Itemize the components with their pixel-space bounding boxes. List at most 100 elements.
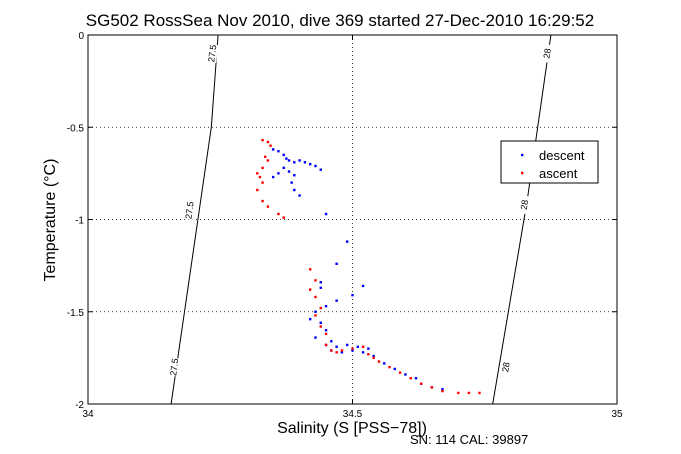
ascent-point xyxy=(324,332,328,336)
descent-point xyxy=(314,336,317,339)
ascent-point xyxy=(340,349,344,352)
descent-point xyxy=(393,367,397,371)
ascent-point xyxy=(351,347,354,350)
descent-point xyxy=(319,281,322,284)
x-axis-label: Salinity (S [PSS−78]) xyxy=(277,420,427,437)
x-tick-label: 34.5 xyxy=(343,409,363,420)
descent-point xyxy=(361,351,365,354)
ascent-point xyxy=(409,376,412,380)
ascent-point xyxy=(420,382,423,385)
ascent-point xyxy=(266,205,270,208)
ascent-point xyxy=(377,360,381,363)
contour-label-bg xyxy=(499,357,513,377)
ascent-point xyxy=(457,391,460,395)
descent-point xyxy=(293,188,296,192)
ascent-point xyxy=(269,144,272,147)
descent-point xyxy=(324,212,328,216)
descent-point xyxy=(287,159,291,162)
descent-point xyxy=(367,347,370,350)
ascent-point xyxy=(258,175,262,179)
descent-point xyxy=(293,174,296,177)
contour-label: 28 xyxy=(519,199,530,210)
ascent-point xyxy=(319,306,322,310)
ascent-point xyxy=(398,371,402,374)
y-tick-label: -2 xyxy=(75,400,84,411)
ascent-point xyxy=(308,268,312,271)
ascent-point xyxy=(282,216,285,219)
descent-point xyxy=(319,286,322,289)
descent-point xyxy=(351,293,354,297)
descent-point xyxy=(335,345,338,349)
y-tick-label: 0 xyxy=(78,31,84,42)
descent-point xyxy=(441,388,444,391)
descent-point xyxy=(383,362,386,365)
ascent-point xyxy=(266,159,270,162)
ascent-point xyxy=(277,212,280,216)
ascent-point xyxy=(388,365,391,369)
descent-point xyxy=(285,157,288,160)
legend-label-ascent: ascent xyxy=(539,166,578,181)
descent-point xyxy=(314,310,317,313)
legend-marker-ascent xyxy=(521,171,524,175)
descent-point xyxy=(303,161,307,164)
ascent-point xyxy=(367,352,370,356)
descent-point xyxy=(287,170,291,173)
y-tick-label: -0.5 xyxy=(67,123,85,134)
descent-point xyxy=(282,153,285,157)
density-contour-line xyxy=(170,34,219,405)
descent-point xyxy=(346,240,349,243)
ascent-point xyxy=(361,345,365,349)
descent-point xyxy=(324,305,328,308)
descent-point xyxy=(351,349,354,352)
ascent-point xyxy=(314,279,317,282)
ascent-point xyxy=(261,181,264,184)
y-tick-label: -1 xyxy=(75,216,84,227)
ascent-point xyxy=(330,349,333,352)
descent-point xyxy=(319,168,322,171)
ascent-point xyxy=(441,389,444,393)
contour-label-bg xyxy=(540,43,554,64)
descent-point xyxy=(290,181,293,184)
descent-point xyxy=(308,162,312,166)
ascent-point xyxy=(430,386,434,389)
legend: descent ascent xyxy=(500,140,599,184)
ascent-point xyxy=(319,325,322,328)
descent-point xyxy=(277,172,280,175)
contour-label: 27.5 xyxy=(168,358,180,377)
contour-label: 28 xyxy=(541,48,552,59)
legend-box xyxy=(500,140,599,184)
y-tick-label: -1.5 xyxy=(67,308,85,319)
descent-point xyxy=(340,351,344,354)
descent-point xyxy=(298,194,301,197)
contour-label: 27.5 xyxy=(183,201,195,220)
legend-marker-descent xyxy=(521,153,524,157)
x-tick-label: 34 xyxy=(82,409,94,420)
descent-point xyxy=(324,329,328,332)
ascent-point xyxy=(266,140,270,144)
descent-point xyxy=(271,148,275,151)
density-contour-line xyxy=(492,34,552,405)
ascent-point xyxy=(314,314,317,317)
descent-point xyxy=(271,175,275,179)
descent-point xyxy=(404,373,407,376)
descent-point xyxy=(330,340,333,343)
y-axis-label: Temperature (°C) xyxy=(42,159,59,282)
ascent-point xyxy=(467,391,471,395)
descent-point xyxy=(414,376,418,380)
chart-title: SG502 RossSea Nov 2010, dive 369 started… xyxy=(86,11,594,30)
ascent-point xyxy=(256,172,259,175)
ascent-point xyxy=(261,138,264,142)
ascent-point xyxy=(372,356,375,360)
descent-point xyxy=(319,321,322,325)
ascent-point xyxy=(261,166,264,170)
descent-point xyxy=(346,343,349,347)
descent-point xyxy=(335,299,338,302)
descent-point xyxy=(335,262,338,265)
contour-label-bg xyxy=(518,195,531,215)
descent-point xyxy=(282,166,285,170)
ascent-point xyxy=(335,351,338,354)
ascent-point xyxy=(308,288,312,291)
descent-point xyxy=(308,317,312,321)
contour-label: 28 xyxy=(500,361,511,372)
